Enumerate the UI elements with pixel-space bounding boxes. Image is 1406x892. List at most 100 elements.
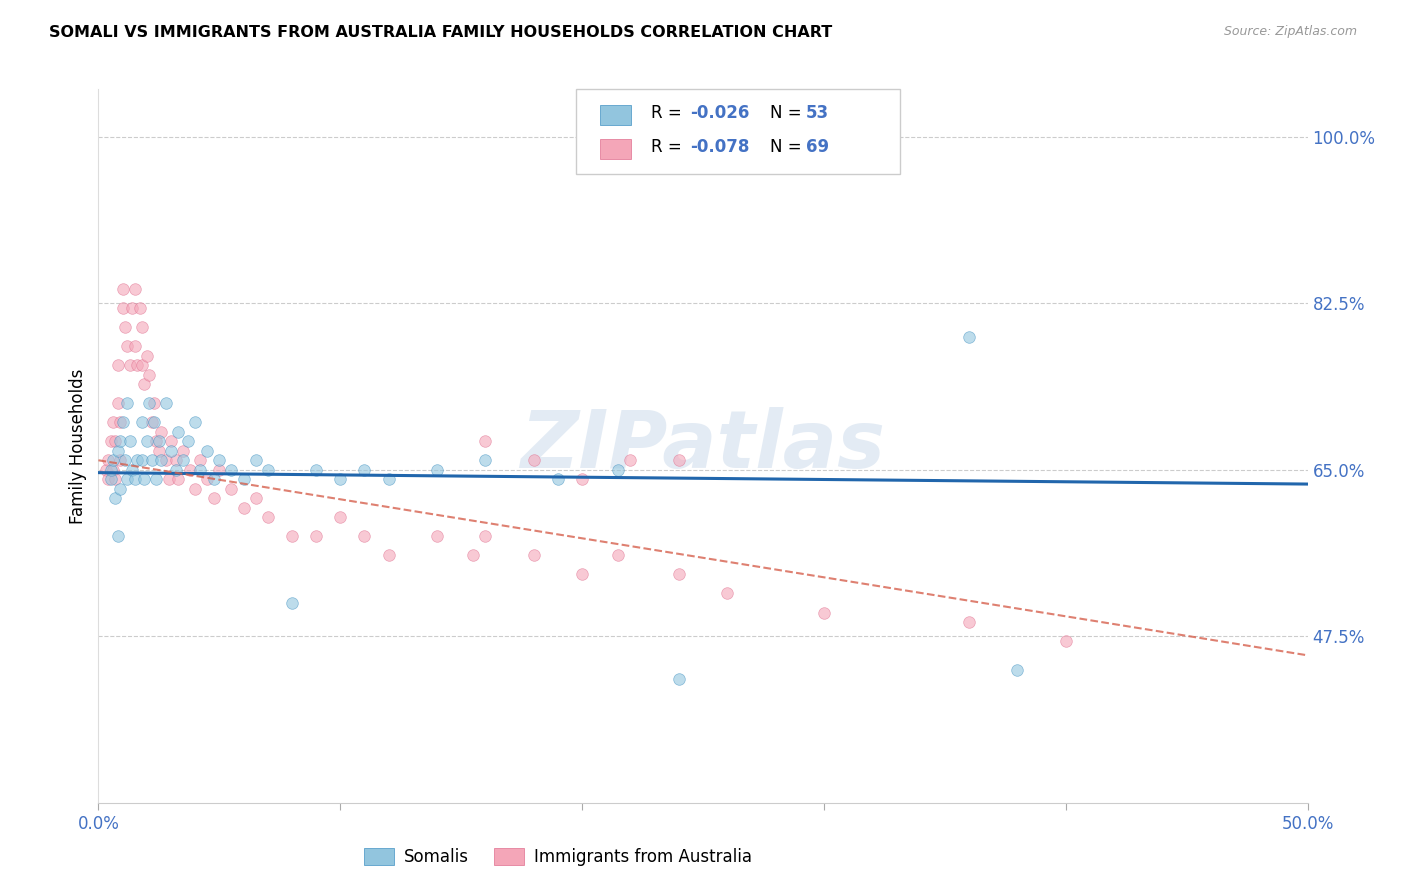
Point [957,615,980,629]
Point [353,463,375,477]
Point [160,434,183,449]
Point [188,463,211,477]
Point [138,396,160,410]
Point [1007,663,1029,677]
Point [426,463,449,477]
Point [97,453,120,467]
Text: ZIPatlas: ZIPatlas [520,407,886,485]
Point [145,434,167,449]
Point [94,463,117,477]
Point [167,472,190,486]
Point [172,453,194,467]
Point [204,491,226,506]
Point [474,453,496,467]
Point [195,472,218,486]
Y-axis label: Family Households: Family Households [69,368,87,524]
Point [184,482,207,496]
Point [101,463,124,477]
Point [607,549,630,563]
Text: N =: N = [770,138,807,156]
Point [668,567,690,582]
Point [957,329,980,343]
Point [150,425,173,439]
Text: R =: R = [651,104,688,122]
Point [111,301,134,315]
Point [107,529,129,543]
Point [107,358,129,372]
Text: -0.078: -0.078 [690,138,749,156]
Point [107,443,129,458]
Point [195,443,218,458]
Point [256,510,278,524]
Point [131,358,153,372]
Point [607,463,630,477]
Point [128,301,150,315]
Point [523,549,546,563]
Point [131,415,153,429]
Point [305,463,328,477]
Point [127,358,149,372]
Legend: Somalis, Immigrants from Australia: Somalis, Immigrants from Australia [357,841,759,873]
Text: 53: 53 [806,104,828,122]
Point [208,453,231,467]
Point [619,453,641,467]
Point [114,453,136,467]
Point [155,396,177,410]
Point [108,434,131,449]
Point [208,463,231,477]
Point [157,472,180,486]
Point [377,472,399,486]
Point [100,472,122,486]
Point [134,472,156,486]
Point [124,472,146,486]
Point [184,415,207,429]
Text: -0.026: -0.026 [690,104,749,122]
Point [426,529,449,543]
Point [668,453,690,467]
Point [111,282,134,296]
Point [124,339,146,353]
Point [167,425,190,439]
Point [141,415,163,429]
Point [281,529,304,543]
Point [547,472,569,486]
Point [131,453,153,467]
Point [523,453,546,467]
Point [232,472,254,486]
Point [329,510,352,524]
Point [177,434,200,449]
Point [118,434,141,449]
Point [256,463,278,477]
Point [135,434,157,449]
Text: R =: R = [651,138,688,156]
Point [135,349,157,363]
Point [111,415,134,429]
Point [107,396,129,410]
Point [104,491,127,506]
Point [813,606,835,620]
Point [117,339,139,353]
Point [1054,634,1077,648]
Point [165,453,187,467]
Point [118,358,141,372]
Point [114,320,136,334]
Point [165,463,187,477]
Point [571,567,593,582]
Point [124,282,146,296]
Point [148,443,170,458]
Point [281,596,304,610]
Point [232,500,254,515]
Point [143,396,166,410]
Point [134,377,156,392]
Point [108,482,131,496]
Point [474,434,496,449]
Text: SOMALI VS IMMIGRANTS FROM AUSTRALIA FAMILY HOUSEHOLDS CORRELATION CHART: SOMALI VS IMMIGRANTS FROM AUSTRALIA FAMI… [49,25,832,40]
Point [117,472,139,486]
Point [121,301,143,315]
Point [188,453,211,467]
Point [668,672,690,686]
Point [141,453,163,467]
Point [160,443,183,458]
Point [221,463,243,477]
Point [571,472,593,486]
